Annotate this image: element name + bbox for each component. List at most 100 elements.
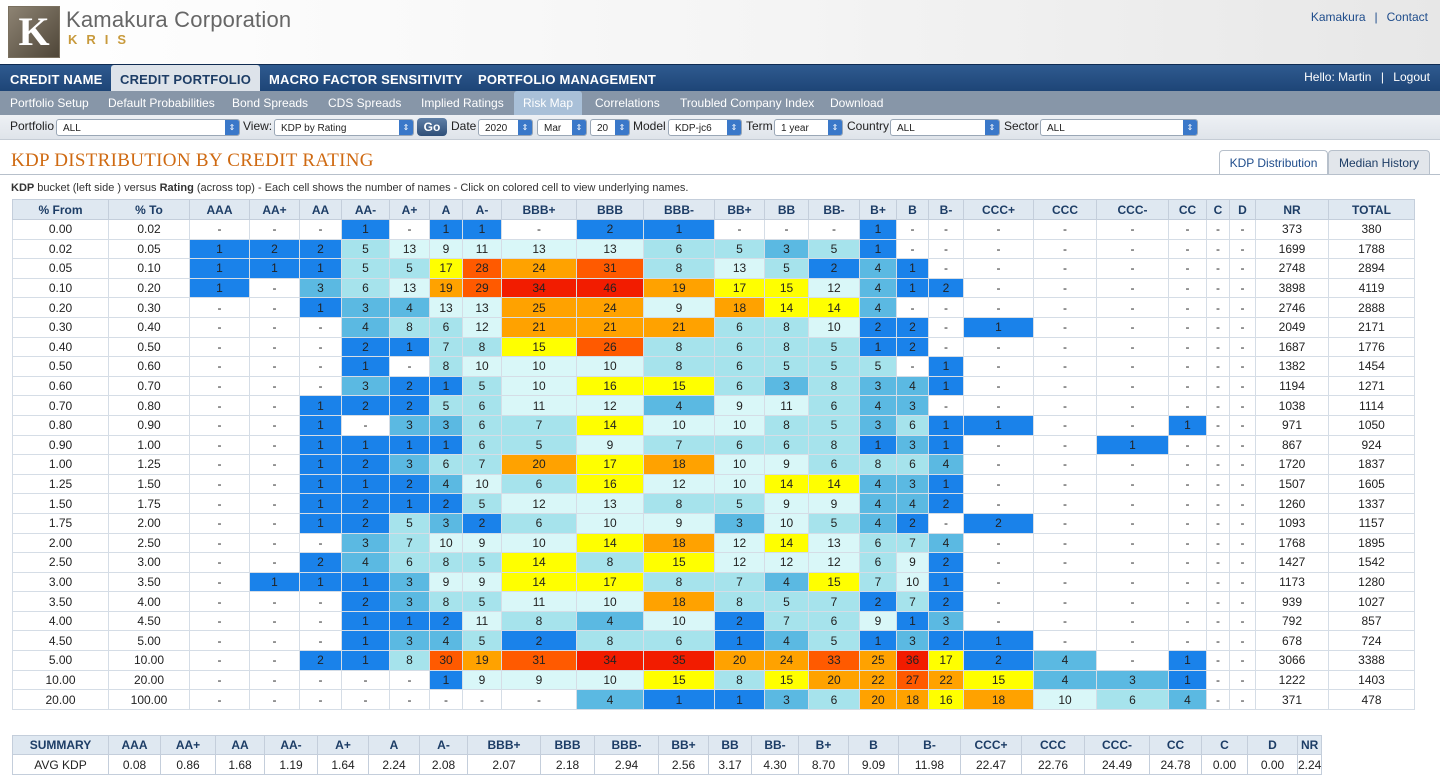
rating-count-cell[interactable]: 12 (808, 552, 860, 573)
rating-count-cell[interactable]: 1 (341, 434, 390, 456)
portfolio-select[interactable]: ALL ⇕ (56, 119, 240, 136)
rating-count-cell[interactable]: 1 (896, 610, 929, 632)
rating-count-cell[interactable]: 4 (341, 552, 390, 573)
rating-count-cell[interactable]: 5 (764, 356, 809, 377)
rating-count-cell[interactable]: 3 (389, 571, 430, 593)
rating-count-cell[interactable]: 14 (808, 473, 860, 495)
rating-count-cell[interactable]: 10 (896, 571, 929, 593)
rating-count-cell[interactable]: 10 (714, 414, 765, 436)
rating-count-cell[interactable]: 2 (896, 512, 929, 534)
rating-count-cell[interactable]: 1 (249, 571, 300, 593)
rating-count-cell[interactable]: 24 (501, 258, 577, 279)
rating-count-cell[interactable]: 5 (429, 395, 463, 416)
rating-count-cell[interactable]: 9 (764, 454, 809, 475)
rating-count-cell[interactable]: 10 (808, 316, 860, 338)
rating-count-cell[interactable]: 26 (576, 336, 644, 358)
rating-count-cell[interactable]: 12 (714, 532, 765, 554)
rating-count-cell[interactable]: 2 (299, 650, 342, 671)
rating-count-cell[interactable]: 12 (714, 552, 765, 573)
rating-count-cell[interactable]: 1 (896, 277, 929, 299)
rating-count-cell[interactable]: 1 (928, 434, 964, 456)
rating-count-cell[interactable]: 4 (764, 571, 809, 593)
rating-count-cell[interactable]: 9 (643, 297, 715, 318)
rating-count-cell[interactable]: 10 (501, 356, 577, 377)
rating-count-cell[interactable]: 21 (501, 316, 577, 338)
rating-count-cell[interactable]: 14 (501, 552, 577, 573)
rating-count-cell[interactable]: 1 (341, 610, 390, 632)
rating-count-cell[interactable]: 1 (189, 277, 250, 299)
rating-count-cell[interactable]: 8 (764, 336, 809, 358)
rating-count-cell[interactable]: 6 (341, 277, 390, 299)
rating-count-cell[interactable]: 6 (714, 316, 765, 338)
rating-count-cell[interactable]: 7 (643, 434, 715, 456)
subnav-cds-spreads[interactable]: CDS Spreads (328, 96, 402, 110)
rating-count-cell[interactable]: 10 (576, 356, 644, 377)
rating-count-cell[interactable]: 6 (389, 552, 430, 573)
tab-kdp-distribution[interactable]: KDP Distribution (1219, 150, 1328, 175)
rating-count-cell[interactable]: 5 (764, 258, 809, 279)
rating-count-cell[interactable]: 13 (576, 238, 644, 260)
rating-count-cell[interactable]: 2 (341, 454, 390, 475)
rating-count-cell[interactable]: 10 (576, 512, 644, 534)
rating-count-cell[interactable]: 35 (643, 650, 715, 671)
rating-count-cell[interactable]: 9 (429, 571, 463, 593)
rating-count-cell[interactable]: 16 (576, 375, 644, 397)
rating-count-cell[interactable]: 7 (764, 610, 809, 632)
rating-count-cell[interactable]: 2 (341, 591, 390, 612)
rating-count-cell[interactable]: 1 (429, 669, 463, 691)
rating-count-cell[interactable]: 12 (501, 493, 577, 514)
rating-count-cell[interactable]: 3 (764, 238, 809, 260)
rating-count-cell[interactable]: 1 (299, 297, 342, 318)
country-select[interactable]: ALL ⇕ (890, 119, 1000, 136)
rating-count-cell[interactable]: 33 (808, 650, 860, 671)
rating-count-cell[interactable]: 4 (859, 395, 897, 416)
rating-count-cell[interactable]: 6 (808, 454, 860, 475)
rating-count-cell[interactable]: 22 (859, 669, 897, 691)
view-select[interactable]: KDP by Rating ⇕ (274, 119, 414, 136)
rating-count-cell[interactable]: 5 (462, 375, 502, 397)
rating-count-cell[interactable]: 8 (389, 650, 430, 671)
rating-count-cell[interactable]: 28 (462, 258, 502, 279)
rating-count-cell[interactable]: 7 (429, 336, 463, 358)
rating-count-cell[interactable]: 5 (859, 356, 897, 377)
rating-count-cell[interactable]: 14 (576, 532, 644, 554)
rating-count-cell[interactable]: 5 (808, 238, 860, 260)
subnav-download[interactable]: Download (830, 96, 884, 110)
rating-count-cell[interactable]: 6 (643, 630, 715, 652)
rating-count-cell[interactable]: 10 (764, 512, 809, 534)
rating-count-cell[interactable]: 14 (764, 473, 809, 495)
term-select[interactable]: 1 year ⇕ (774, 119, 843, 136)
rating-count-cell[interactable]: 10 (1033, 689, 1097, 710)
rating-count-cell[interactable]: 20 (714, 650, 765, 671)
rating-count-cell[interactable]: 18 (896, 689, 929, 710)
month-select[interactable]: Mar ⇕ (537, 119, 587, 136)
rating-count-cell[interactable]: 30 (429, 650, 463, 671)
rating-count-cell[interactable]: 2 (429, 493, 463, 514)
rating-count-cell[interactable]: 6 (1096, 689, 1169, 710)
rating-count-cell[interactable]: 2 (963, 650, 1034, 671)
rating-count-cell[interactable]: 3 (896, 630, 929, 652)
rating-count-cell[interactable]: 8 (643, 258, 715, 279)
rating-count-cell[interactable]: 5 (462, 493, 502, 514)
rating-count-cell[interactable]: 3 (859, 414, 897, 436)
rating-count-cell[interactable]: 1 (341, 650, 390, 671)
rating-count-cell[interactable]: 1 (429, 434, 463, 456)
rating-count-cell[interactable]: 2 (963, 512, 1034, 534)
rating-count-cell[interactable]: 6 (859, 532, 897, 554)
rating-count-cell[interactable]: 14 (576, 414, 644, 436)
rating-count-cell[interactable]: 10 (714, 473, 765, 495)
rating-count-cell[interactable]: 2 (928, 591, 964, 612)
rating-count-cell[interactable]: 9 (429, 238, 463, 260)
nav-credit-portfolio[interactable]: CREDIT PORTFOLIO (111, 65, 261, 92)
rating-count-cell[interactable]: 10 (501, 375, 577, 397)
rating-count-cell[interactable]: 11 (462, 238, 502, 260)
rating-count-cell[interactable]: 1 (389, 493, 430, 514)
rating-count-cell[interactable]: 15 (643, 669, 715, 691)
rating-count-cell[interactable]: 16 (576, 473, 644, 495)
link-contact[interactable]: Contact (1386, 10, 1428, 24)
rating-count-cell[interactable]: 18 (643, 591, 715, 612)
rating-count-cell[interactable]: 7 (462, 454, 502, 475)
rating-count-cell[interactable]: 3 (389, 591, 430, 612)
rating-count-cell[interactable]: 1 (389, 434, 430, 456)
rating-count-cell[interactable]: 3 (896, 473, 929, 495)
